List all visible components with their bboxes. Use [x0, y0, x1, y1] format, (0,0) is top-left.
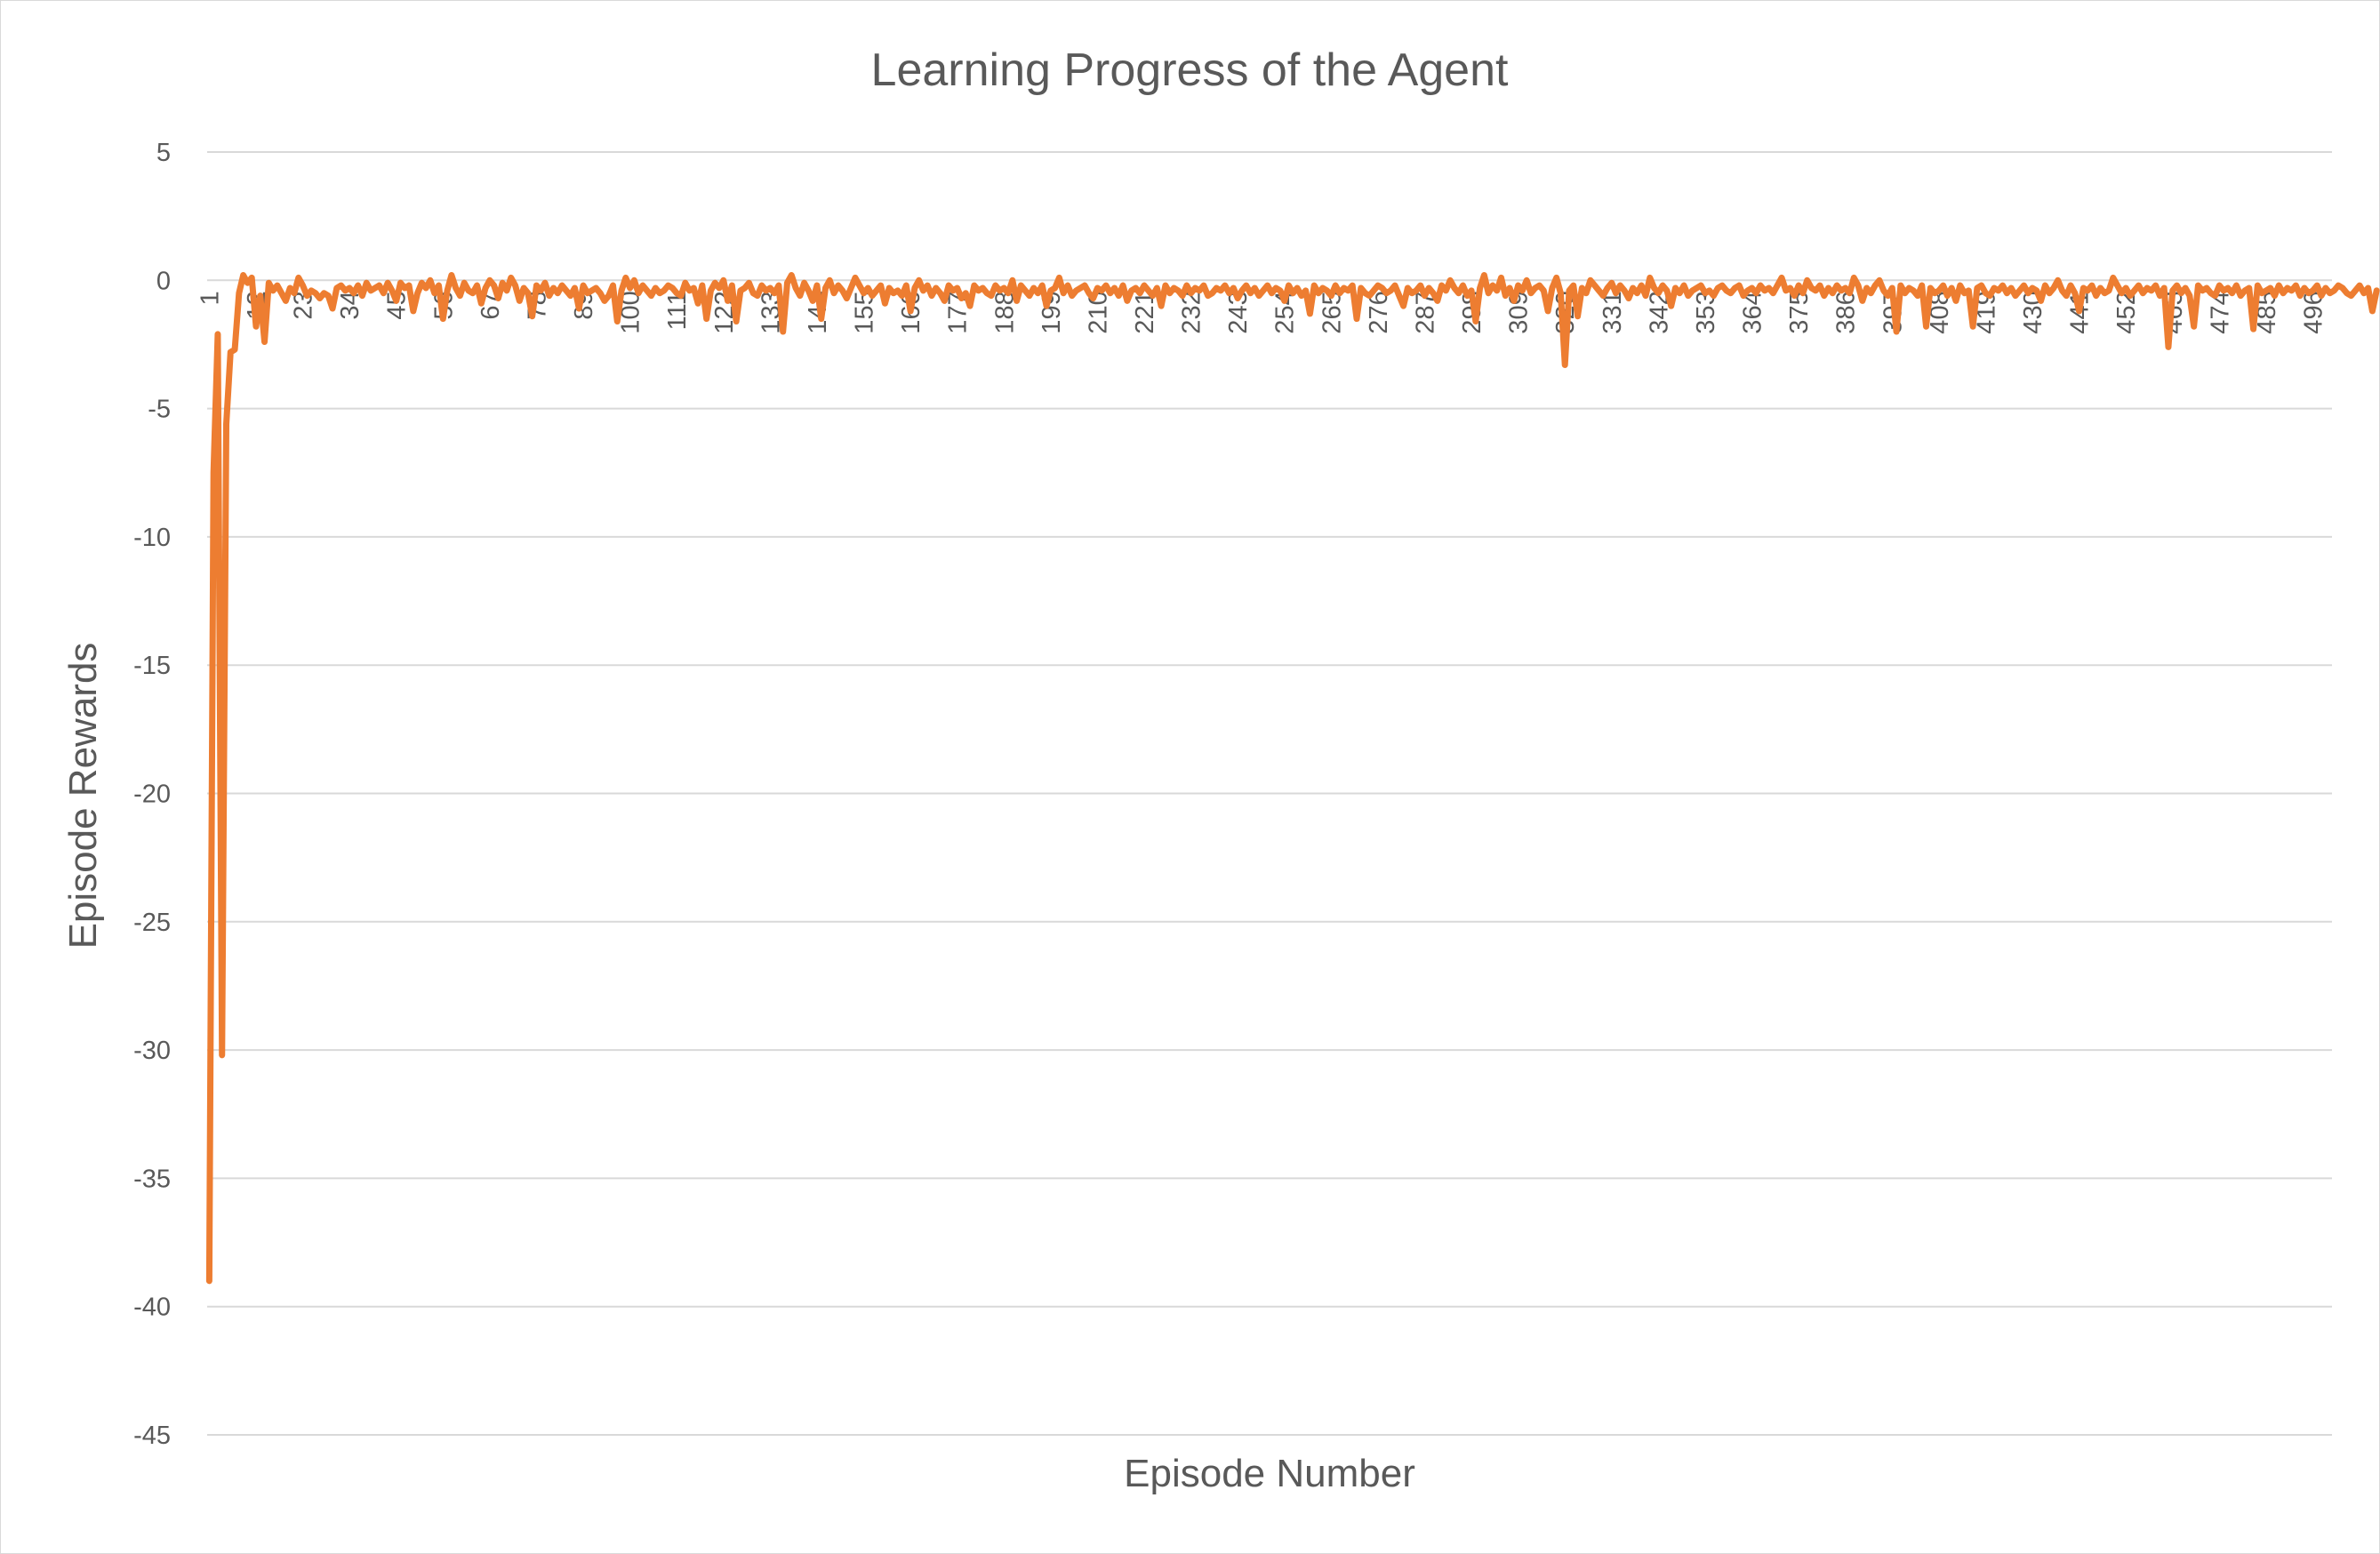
y-tick-label: 0: [156, 267, 171, 295]
y-tick-label: -40: [133, 1294, 171, 1322]
y-tick-label: -25: [133, 909, 171, 937]
gridlines: [207, 151, 2332, 1436]
x-tick-label: 1: [196, 291, 224, 305]
x-tick-label: 375: [1785, 291, 1814, 333]
x-axis-title: Episode Number: [1124, 1452, 1415, 1495]
x-tick-label: 309: [1505, 291, 1534, 333]
x-tick-label: 111: [663, 291, 692, 330]
y-axis-ticks: 5 0 -5 -10 -15 -20 -25 -30 -35 -40 -45: [133, 139, 171, 1450]
x-tick-label: 474: [2206, 291, 2234, 333]
y-axis-title: Episode Rewards: [61, 643, 105, 949]
chart-title: Learning Progress of the Agent: [871, 44, 1509, 96]
y-tick-label: -15: [133, 652, 171, 680]
y-tick-label: -35: [133, 1165, 171, 1193]
x-tick-label: 452: [2112, 291, 2141, 333]
y-tick-label: -30: [133, 1037, 171, 1065]
x-tick-label: 210: [1084, 291, 1112, 333]
x-tick-label: 386: [1832, 291, 1861, 333]
y-tick-label: -20: [133, 781, 171, 809]
y-tick-label: 5: [156, 139, 171, 167]
y-tick-label: -45: [133, 1422, 171, 1450]
series-layer: [205, 272, 2380, 1285]
y-tick-label: -5: [148, 396, 171, 424]
series-line-0: [205, 272, 2380, 1285]
y-tick-label: -10: [133, 524, 171, 552]
